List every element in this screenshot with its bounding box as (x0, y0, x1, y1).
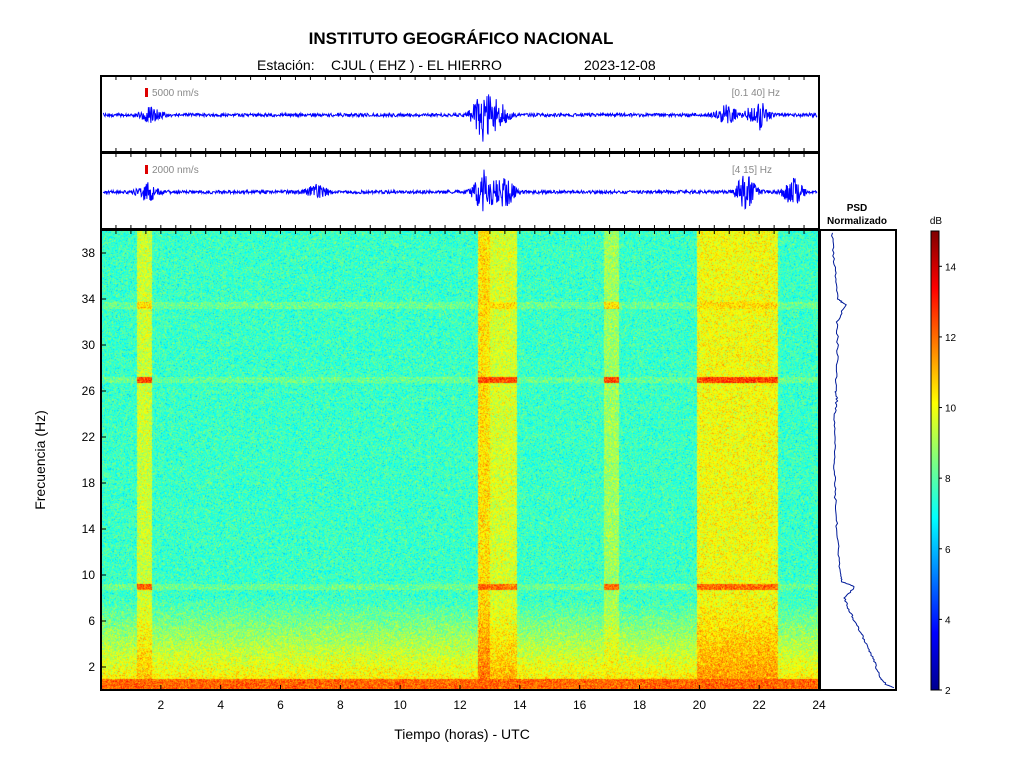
seismogram-panel-broadband: 5000 nm/s [0.1 40] Hz (100, 75, 820, 153)
colorbar: dB 2 4 6 8 10 12 14 (930, 216, 957, 697)
y-tick-label: 14 (82, 522, 96, 536)
y-tick-label: 10 (82, 568, 96, 582)
x-tick-label: 14 (513, 698, 527, 712)
y-tick-label: 38 (82, 246, 96, 260)
scale-bar-mark (145, 88, 148, 97)
spectrogram-panel: 2 4 6 8 10 12 14 16 18 20 22 24 261014182226303438 … (32, 76, 826, 742)
psd-frame (819, 229, 897, 691)
colorbar-gradient (930, 230, 940, 691)
x-tick-label: 12 (453, 698, 467, 712)
x-tick-label: 10 (393, 698, 407, 712)
colorbar-tick-label: 8 (945, 474, 951, 485)
x-tick-label: 6 (277, 698, 284, 712)
colorbar-tick-label: 12 (945, 333, 957, 344)
colorbar-tick-label: 14 (945, 262, 957, 273)
psd-curve (831, 232, 895, 689)
figure-title: INSTITUTO GEOGRÁFICO NACIONAL (309, 29, 614, 48)
y-tick-label: 26 (82, 384, 96, 398)
y-tick-label: 30 (82, 338, 96, 352)
x-tick-label: 18 (633, 698, 647, 712)
y-tick-label: 22 (82, 430, 96, 444)
y-tick-label: 18 (82, 476, 96, 490)
x-tick-label: 24 (812, 698, 826, 712)
y-tick-label: 34 (82, 292, 96, 306)
scale-bar-mark (145, 165, 148, 174)
colorbar-ticks: 2 4 6 8 10 12 14 (939, 262, 957, 697)
colorbar-label: dB (930, 216, 943, 227)
x-axis-label: Tiempo (horas) - UTC (394, 726, 530, 742)
station-label: Estación: (257, 57, 315, 73)
y-tick-label: 2 (88, 660, 95, 674)
x-tick-label: 2 (157, 698, 164, 712)
seismogram-trace (102, 169, 818, 212)
psd-title-line1: PSD (847, 203, 868, 214)
y-axis-label: Frecuencia (Hz) (32, 410, 48, 510)
station-name: CJUL ( EHZ ) - EL HIERRO (331, 57, 502, 73)
x-tick-label: 16 (573, 698, 587, 712)
colorbar-tick-label: 6 (945, 545, 951, 556)
scale-label: 5000 nm/s (152, 88, 199, 99)
x-tick-label: 20 (693, 698, 707, 712)
band-label: [4 15] Hz (732, 165, 772, 176)
spectrogram-canvas-holder (101, 230, 819, 690)
x-axis-ticks: 2 4 6 8 10 12 14 16 18 20 22 24 (100, 76, 826, 712)
spectrogram-image (101, 230, 819, 690)
seismogram-panel-filtered: 2000 nm/s [4 15] Hz (100, 152, 820, 230)
colorbar-tick-label: 10 (945, 404, 957, 415)
scale-label: 2000 nm/s (152, 165, 199, 176)
seismogram-trace (103, 94, 818, 142)
x-tick-label: 22 (752, 698, 766, 712)
date-label: 2023-12-08 (584, 57, 656, 73)
x-tick-label: 8 (337, 698, 344, 712)
y-tick-label: 6 (88, 614, 95, 628)
colorbar-tick-label: 4 (945, 615, 951, 626)
band-label: [0.1 40] Hz (732, 88, 780, 99)
psd-panel: PSD Normalizado (819, 203, 897, 691)
colorbar-tick-label: 2 (945, 686, 951, 697)
psd-title-line2: Normalizado (827, 216, 887, 227)
x-tick-label: 4 (217, 698, 224, 712)
